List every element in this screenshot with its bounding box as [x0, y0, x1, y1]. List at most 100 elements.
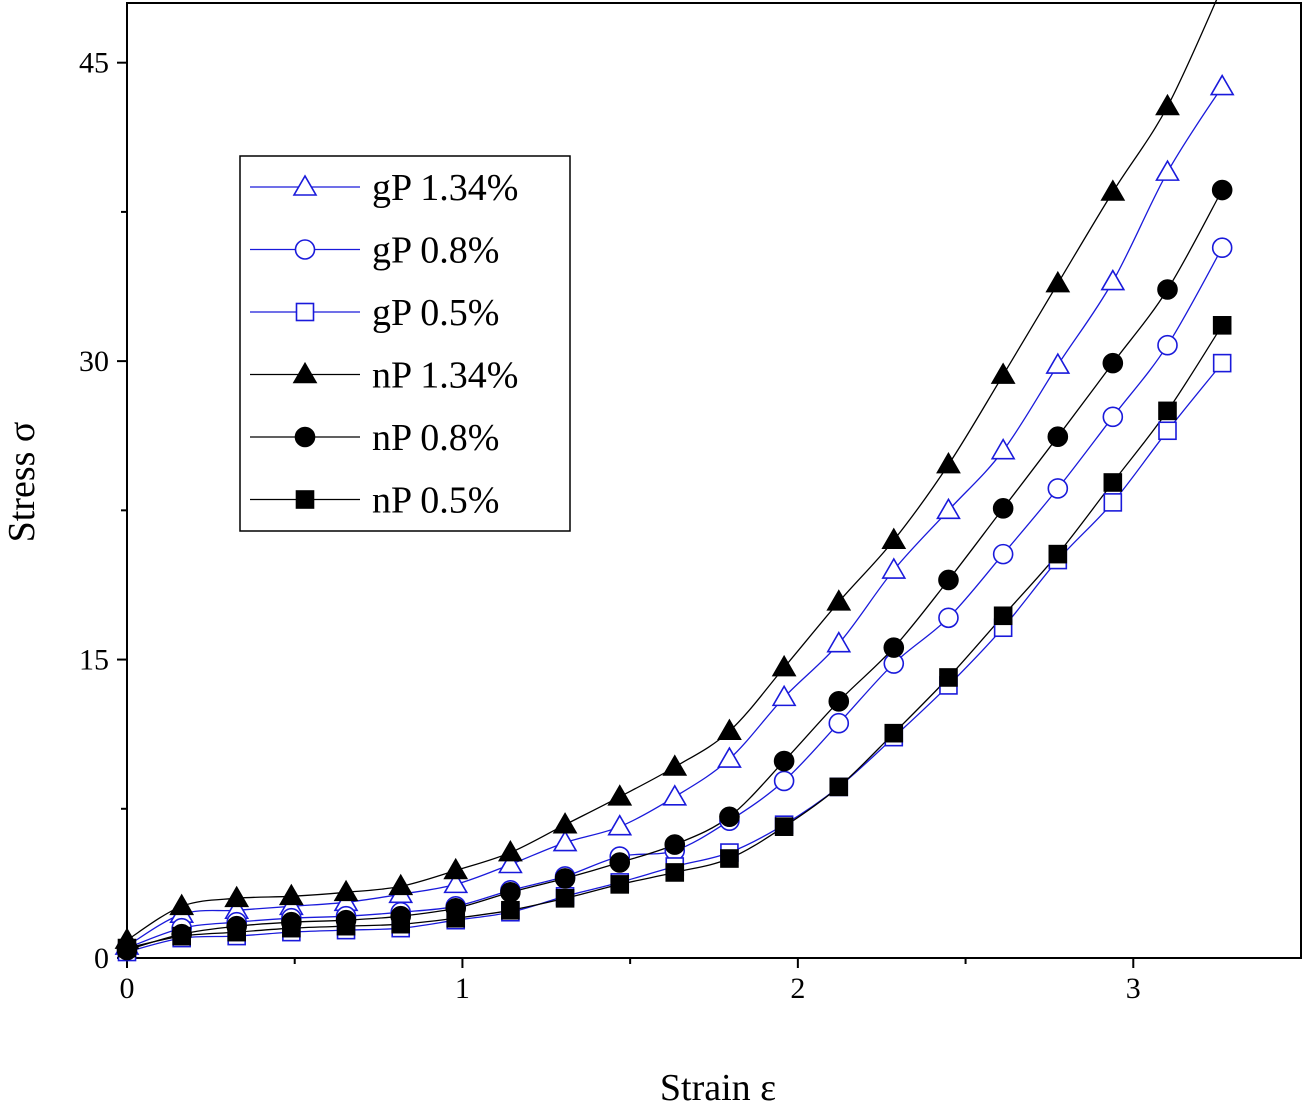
data-point	[1045, 270, 1071, 293]
data-point	[1212, 353, 1232, 373]
data-point	[719, 806, 740, 828]
x-tick-label: 1	[455, 972, 470, 1005]
data-point	[1103, 473, 1123, 492]
legend-label: nP 1.34%	[372, 355, 518, 397]
data-point	[828, 712, 850, 734]
data-point	[939, 668, 958, 687]
data-point	[1045, 352, 1071, 374]
data-point	[1212, 316, 1232, 335]
data-point	[552, 812, 578, 834]
data-point	[172, 926, 191, 946]
legend-marker	[292, 361, 318, 384]
data-point	[1103, 493, 1123, 512]
data-point	[771, 654, 797, 677]
plot-frame	[126, 2, 1302, 959]
data-point	[826, 631, 852, 653]
data-point	[773, 770, 795, 792]
data-point	[169, 893, 195, 916]
data-point	[1157, 334, 1178, 356]
data-point	[498, 839, 523, 862]
legend-marker	[295, 302, 315, 322]
data-point	[443, 871, 469, 894]
data-point	[993, 606, 1013, 626]
y-axis-title: Stress σ	[1, 422, 43, 543]
data-point	[881, 557, 907, 579]
data-point	[227, 922, 246, 942]
legend-marker	[294, 426, 316, 448]
data-point	[388, 873, 414, 896]
legend-marker	[294, 239, 316, 260]
data-point	[1102, 406, 1124, 428]
data-point	[720, 849, 739, 868]
data-point	[607, 784, 633, 806]
legend-marker	[292, 174, 318, 196]
data-point	[552, 830, 578, 852]
data-point	[446, 908, 466, 928]
data-point	[224, 885, 250, 908]
data-point	[717, 718, 742, 740]
data-point	[717, 746, 742, 768]
data-point	[1047, 426, 1069, 448]
y-tick-label: 45	[79, 47, 109, 80]
data-point	[333, 879, 359, 902]
data-point	[936, 451, 961, 474]
x-axis-ticks: 0 1 2 3	[120, 958, 1141, 1005]
legend-label: gP 1.34%	[372, 167, 518, 209]
data-point	[773, 750, 795, 772]
legend: gP 1.34% gP 0.8% gP 0.5% nP 1.34% nP 0.8% nP …	[239, 155, 571, 532]
data-point	[555, 889, 575, 908]
data-point	[829, 777, 849, 797]
data-point	[554, 868, 576, 889]
data-point	[990, 362, 1016, 384]
data-point	[990, 438, 1016, 460]
data-point	[1211, 237, 1233, 259]
data-point	[278, 883, 304, 906]
data-point	[883, 637, 905, 658]
x-tick-label: 3	[1126, 972, 1141, 1005]
data-point	[992, 498, 1014, 519]
data-point	[664, 834, 686, 855]
y-tick-label: 0	[94, 942, 109, 975]
data-point	[607, 814, 633, 836]
x-tick-label: 2	[790, 972, 805, 1005]
data-point	[1158, 421, 1177, 441]
data-point	[884, 723, 904, 743]
series-markers	[114, 73, 1235, 962]
data-point	[501, 900, 520, 920]
data-point	[117, 938, 137, 958]
data-point	[1047, 478, 1069, 499]
data-point	[1100, 179, 1126, 201]
data-point	[771, 684, 797, 707]
data-point	[282, 918, 301, 938]
data-point	[1100, 268, 1126, 291]
legend-label: nP 0.5%	[372, 480, 499, 522]
y-tick-label: 30	[79, 345, 109, 378]
data-point	[938, 569, 959, 591]
data-point	[1158, 401, 1177, 421]
data-point	[336, 916, 356, 936]
data-point	[828, 691, 850, 712]
y-axis-ticks: 0 15 30 45	[79, 47, 127, 975]
legend-label: gP 0.8%	[372, 230, 499, 272]
legend-label: nP 0.8%	[372, 417, 499, 459]
data-point	[826, 589, 852, 611]
legend-label: gP 0.5%	[372, 292, 499, 334]
data-point	[1048, 544, 1068, 564]
legend-entries: gP 1.34% gP 0.8% gP 0.5% nP 1.34% nP 0.8% nP …	[250, 167, 518, 522]
x-axis-title: Strain ε	[660, 1067, 776, 1105]
data-point	[665, 863, 685, 882]
data-point	[498, 851, 523, 874]
data-point	[1102, 352, 1124, 374]
data-point	[662, 784, 688, 806]
data-point	[443, 857, 469, 880]
data-point	[1211, 179, 1233, 201]
data-point	[391, 914, 411, 934]
data-point	[1157, 279, 1178, 300]
data-point	[500, 882, 521, 903]
data-point	[774, 817, 794, 836]
data-point	[1155, 159, 1180, 181]
y-tick-label: 15	[79, 644, 109, 677]
data-point	[938, 607, 959, 629]
x-tick-label: 0	[120, 972, 135, 1005]
